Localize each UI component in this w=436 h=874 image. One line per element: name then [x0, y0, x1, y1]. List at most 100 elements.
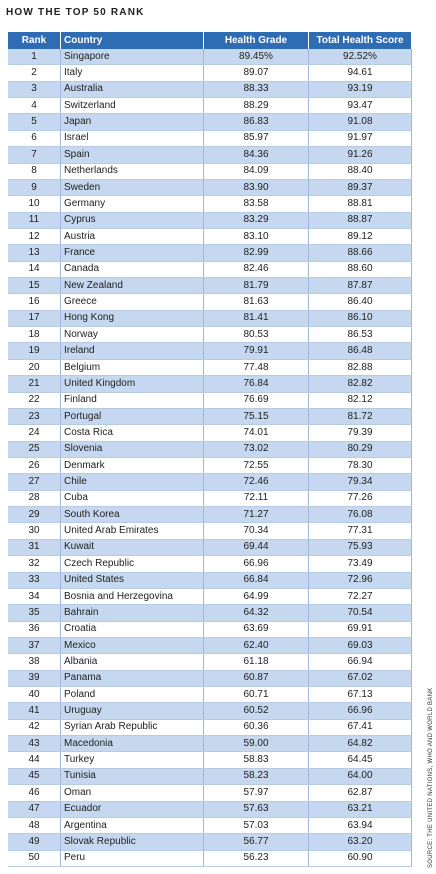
table-cell: 63.20: [308, 833, 412, 851]
table-cell: 89.07: [203, 64, 309, 82]
table-cell: 34: [8, 588, 61, 606]
table-cell: 15: [8, 277, 61, 295]
table-cell: 4: [8, 97, 61, 115]
table-cell: Germany: [60, 195, 204, 213]
table-row: 25 Slovenia 73.02 80.29: [8, 441, 412, 458]
table-cell: France: [60, 244, 204, 262]
table-cell: 84.09: [203, 163, 309, 180]
table-cell: 57.03: [203, 817, 309, 835]
table-row: 48 Argentina 57.03 63.94: [8, 817, 412, 835]
table-cell: 25: [8, 441, 61, 458]
column-header: Total Health Score: [308, 32, 412, 49]
table-row: 20 Belgium 77.48 82.88: [8, 359, 412, 377]
column-header: Country: [60, 32, 204, 49]
table-row: 16 Greece 81.63 86.40: [8, 293, 412, 311]
table-cell: 71.27: [203, 506, 309, 524]
table-cell: 74.01: [203, 424, 309, 442]
table-cell: 45: [8, 768, 61, 786]
table-cell: Czech Republic: [60, 555, 204, 573]
table-cell: 76.08: [308, 506, 412, 524]
table-cell: Tunisia: [60, 768, 204, 786]
table-cell: 31: [8, 539, 61, 557]
table-cell: 69.03: [308, 637, 412, 655]
table-cell: Ireland: [60, 342, 204, 360]
table-cell: 79.34: [308, 473, 412, 491]
table-cell: United States: [60, 572, 204, 589]
table-cell: 66.84: [203, 572, 309, 589]
table-cell: 80.53: [203, 326, 309, 344]
table-cell: 77.31: [308, 522, 412, 540]
table-cell: 64.00: [308, 768, 412, 786]
table-row: 19 Ireland 79.91 86.48: [8, 342, 412, 360]
table-row: 35 Bahrain 64.32 70.54: [8, 604, 412, 622]
table-cell: 60.87: [203, 670, 309, 688]
table-cell: 86.40: [308, 293, 412, 311]
table-cell: 48: [8, 817, 61, 835]
table-cell: Norway: [60, 326, 204, 344]
table-row: 38 Albania 61.18 66.94: [8, 653, 412, 671]
table-cell: 70.54: [308, 604, 412, 622]
table-row: 46 Oman 57.97 62.87: [8, 784, 412, 802]
table-cell: 60.52: [203, 702, 309, 720]
table-cell: Canada: [60, 261, 204, 279]
table-cell: 35: [8, 604, 61, 622]
table-cell: Bosnia and Herzegovina: [60, 588, 204, 606]
table-cell: Belgium: [60, 359, 204, 377]
table-cell: 88.81: [308, 195, 412, 213]
source-note: SOURCE: THE UNITED NATIONS, WHO AND WORL…: [428, 687, 434, 868]
table-cell: 73.02: [203, 441, 309, 458]
table-row: 40 Poland 60.71 67.13: [8, 686, 412, 704]
table-cell: 73.49: [308, 555, 412, 573]
table-cell: Israel: [60, 130, 204, 148]
table-cell: 89.37: [308, 179, 412, 197]
table-cell: 88.87: [308, 212, 412, 229]
table-row: 32 Czech Republic 66.96 73.49: [8, 555, 412, 573]
table-cell: 21: [8, 375, 61, 393]
table-row: 31 Kuwait 69.44 75.93: [8, 539, 412, 557]
table-cell: 75.93: [308, 539, 412, 557]
table-cell: 94.61: [308, 64, 412, 82]
table-cell: Denmark: [60, 457, 204, 475]
table-cell: 23: [8, 408, 61, 426]
table-cell: Turkey: [60, 751, 204, 769]
table-cell: Austria: [60, 228, 204, 246]
table-cell: 42: [8, 719, 61, 737]
table-row: 42 Syrian Arab Republic 60.36 67.41: [8, 719, 412, 737]
table-cell: 60.36: [203, 719, 309, 737]
table-cell: Australia: [60, 81, 204, 99]
table-cell: 62.87: [308, 784, 412, 802]
table-cell: 19: [8, 342, 61, 360]
table-row: 13 France 82.99 88.66: [8, 244, 412, 262]
table-cell: 13: [8, 244, 61, 262]
table-cell: 5: [8, 113, 61, 131]
table-cell: 92.52%: [308, 49, 412, 66]
table-cell: 82.88: [308, 359, 412, 377]
table-cell: Kuwait: [60, 539, 204, 557]
table-cell: 56.23: [203, 850, 309, 867]
table-cell: 60.71: [203, 686, 309, 704]
table-cell: 66.96: [203, 555, 309, 573]
table-cell: 20: [8, 359, 61, 377]
table-cell: 64.32: [203, 604, 309, 622]
table-cell: Syrian Arab Republic: [60, 719, 204, 737]
table-cell: 63.21: [308, 801, 412, 818]
table-row: 41 Uruguay 60.52 66.96: [8, 702, 412, 720]
table-row: 37 Mexico 62.40 69.03: [8, 637, 412, 655]
table-row: 43 Macedonia 59.00 64.82: [8, 735, 412, 753]
table-cell: 11: [8, 212, 61, 229]
table-cell: 89.12: [308, 228, 412, 246]
table-row: 28 Cuba 72.11 77.26: [8, 490, 412, 508]
table-cell: 70.34: [203, 522, 309, 540]
table-cell: 87.87: [308, 277, 412, 295]
table-cell: 91.08: [308, 113, 412, 131]
table-cell: 79.39: [308, 424, 412, 442]
table-cell: 64.99: [203, 588, 309, 606]
table-row: 11 Cyprus 83.29 88.87: [8, 212, 412, 229]
table-cell: 93.19: [308, 81, 412, 99]
table-row: 21 United Kingdom 76.84 82.82: [8, 375, 412, 393]
table-cell: 91.97: [308, 130, 412, 148]
table-row: 14 Canada 82.46 88.60: [8, 261, 412, 279]
table-cell: 32: [8, 555, 61, 573]
table-row: 47 Ecuador 57.63 63.21: [8, 801, 412, 818]
table-row: 50 Peru 56.23 60.90: [8, 850, 412, 867]
